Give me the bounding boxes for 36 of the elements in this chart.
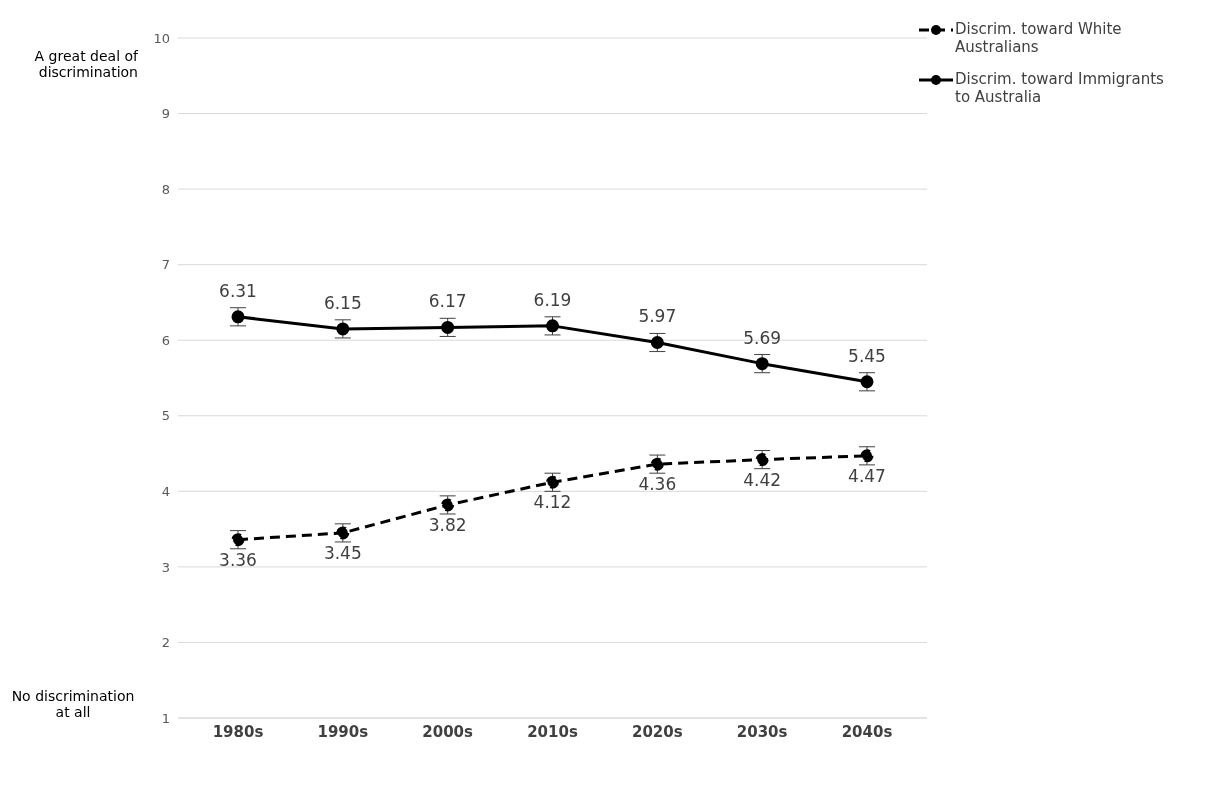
data-label: 4.47 <box>848 465 886 486</box>
text: A great deal of discrimination <box>33 48 138 80</box>
data-label: 3.36 <box>219 549 257 570</box>
x-tick-label: 2010s <box>527 722 578 741</box>
data-label: 6.17 <box>428 291 467 312</box>
x-tick-label: 2020s <box>631 722 683 741</box>
y-tick-label: 8 <box>161 181 170 197</box>
y-tick-label: 10 <box>153 30 170 46</box>
data-label: 4.42 <box>743 469 782 490</box>
y-tick-label: 9 <box>161 106 170 122</box>
x-tick-label: 1990s <box>317 722 369 741</box>
x-tick-label: 2030s <box>736 722 788 741</box>
point <box>650 335 664 349</box>
data-label: 6.31 <box>219 280 257 301</box>
y-tick-label: 1 <box>161 710 170 726</box>
data-label: 3.82 <box>428 515 467 535</box>
y-tick-label: 3 <box>161 559 170 575</box>
data-label: 5.45 <box>848 345 886 366</box>
y-tick-label: 4 <box>161 483 170 499</box>
x-tick-label: 2000s <box>422 722 474 741</box>
text: No discrimination at all <box>10 688 136 720</box>
data-label: 4.36 <box>638 474 677 495</box>
data-label: 6.19 <box>533 289 572 310</box>
data-label: 5.97 <box>638 306 677 327</box>
legend-label: Discrim. toward White Australians <box>955 20 1123 56</box>
y-tick-label: 6 <box>161 332 170 348</box>
y-tick-label: 5 <box>161 408 170 424</box>
x-tick-label: 1980s <box>212 722 264 741</box>
y-tick-label: 2 <box>161 635 170 651</box>
x-tick-label: 2040s <box>841 722 893 741</box>
y-tick-label: 7 <box>161 257 170 273</box>
data-label: 3.45 <box>323 542 362 563</box>
legend-label: Discrim. toward Immigrants to Australia <box>955 70 1165 106</box>
data-label: 5.69 <box>743 327 782 348</box>
data-label: 6.15 <box>323 292 362 313</box>
data-label: 4.12 <box>533 492 572 513</box>
